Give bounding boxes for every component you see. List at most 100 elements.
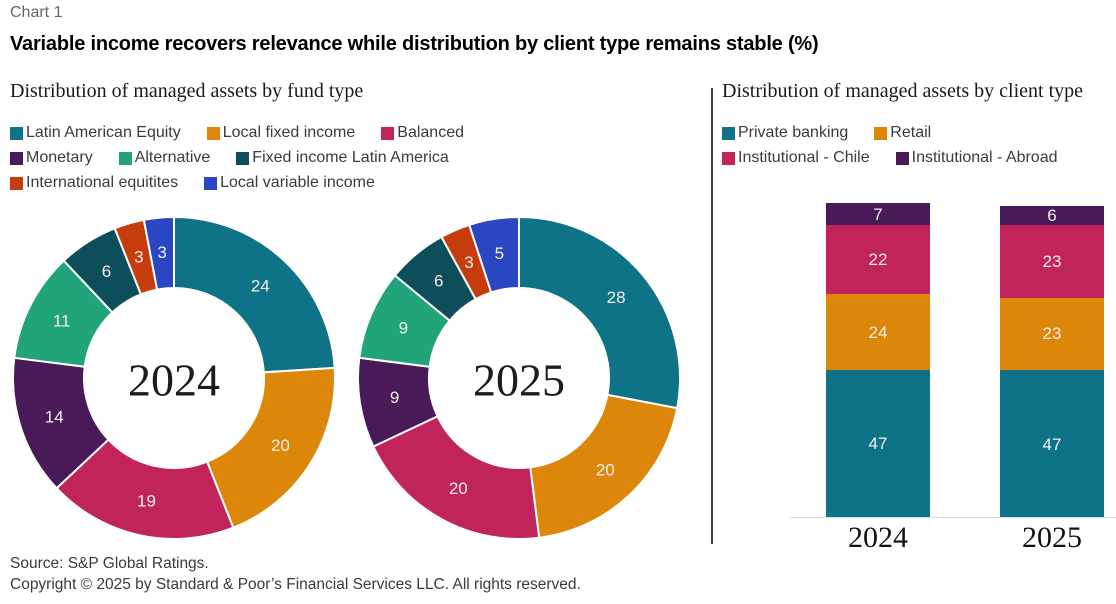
legend-label: Alternative	[134, 149, 211, 166]
bar-segment-institutional-chile: 22	[826, 225, 930, 295]
copyright-note: Copyright © 2025 by Standard & Poor’s Fi…	[10, 576, 581, 593]
legend-label: Private banking	[738, 124, 849, 141]
legend-item-institutional-chile: Institutional - Chile	[722, 149, 870, 167]
stacked-bar-2024: 7 22 24 47	[826, 203, 930, 518]
donut-slice-local-variable-income	[142, 215, 175, 291]
slice-value-label: 6	[102, 262, 111, 281]
legend-label: Local variable income	[220, 174, 375, 191]
donut-year-label: 2025	[473, 354, 565, 405]
slice-value-label: 19	[137, 492, 156, 511]
legend-item-retail: Retail	[874, 124, 931, 142]
legend-item-balanced: Balanced	[381, 124, 464, 142]
legend-label: Latin American Equity	[26, 124, 181, 141]
legend-item-monetary: Monetary	[10, 149, 93, 167]
legend-item-private-banking: Private banking	[722, 124, 848, 142]
legend-swatch-icon	[10, 151, 23, 165]
donut-year-label: 2024	[128, 354, 220, 405]
bar-segment-value: 23	[1042, 251, 1062, 271]
slice-value-label: 24	[251, 277, 270, 296]
legend-swatch-icon	[206, 126, 220, 140]
bar-segment-value: 23	[1042, 324, 1062, 344]
slice-value-label: 3	[134, 248, 143, 267]
donut-slice-latin-american-equity	[518, 215, 681, 410]
legend-label: Institutional - Abroad	[911, 149, 1058, 166]
slice-value-label: 20	[596, 460, 615, 479]
bar-segment-institutional-abroad: 6	[1000, 206, 1104, 226]
chart-title: Variable income recovers relevance while…	[10, 33, 819, 55]
bar-category-label: 2024	[848, 521, 908, 554]
donut-chart-2025: 28 20 20 9 9 6 3 5 2025	[357, 215, 681, 540]
bar-segment-value: 6	[1047, 206, 1057, 226]
chart-number-label: Chart 1	[10, 4, 63, 21]
bar-segment-institutional-abroad: 7	[826, 203, 930, 226]
panel-divider	[711, 88, 713, 544]
legend-item-alternative: Alternative	[118, 149, 211, 167]
donut-slice-latin-american-equity	[173, 215, 336, 374]
bar-segment-value: 7	[873, 204, 883, 224]
legend-item-local-fixed-income: Local fixed income	[206, 124, 356, 142]
fund-type-subtitle: Distribution of managed assets by fund t…	[10, 80, 364, 102]
slice-value-label: 28	[607, 288, 626, 307]
legend-label: Monetary	[26, 149, 93, 166]
x-axis-line	[790, 517, 1116, 518]
slice-value-label: 20	[449, 479, 468, 498]
legend-swatch-icon	[722, 126, 735, 140]
slice-value-label: 9	[399, 319, 408, 338]
bar-segment-value: 47	[868, 434, 888, 454]
legend-swatch-icon	[118, 151, 132, 165]
bar-segment-value: 22	[868, 250, 888, 270]
legend-row: International equitites Local variable in…	[10, 174, 464, 192]
stacked-bar-2025: 6 23 23 47	[1000, 206, 1104, 518]
slice-value-label: 14	[45, 407, 64, 426]
donut-chart-2024: 24 20 19 14 11 6 3 3 2024	[12, 215, 336, 540]
donut-slice-balanced	[55, 438, 235, 540]
legend-label: Balanced	[397, 124, 464, 141]
slice-value-label: 20	[271, 436, 290, 455]
bar-segment-private-banking: 47	[1000, 370, 1104, 518]
legend-label: International equitites	[26, 174, 179, 191]
bar-category-label: 2025	[1022, 521, 1082, 554]
legend-swatch-icon	[10, 126, 23, 140]
legend-swatch-icon	[722, 151, 735, 165]
source-note: Source: S&P Global Ratings.	[10, 555, 209, 572]
legend-swatch-icon	[381, 126, 395, 140]
legend-swatch-icon	[236, 151, 250, 165]
legend-label: Local fixed income	[222, 124, 356, 141]
client-type-subtitle: Distribution of managed assets by client…	[722, 80, 1084, 102]
legend-label: Retail	[890, 124, 932, 141]
legend-item-local-variable-income: Local variable income	[204, 174, 375, 192]
legend-row: Institutional - Chile Institutional - Abr…	[722, 149, 1058, 167]
bar-segment-retail: 24	[826, 294, 930, 370]
bar-segment-value: 24	[868, 322, 888, 342]
slice-value-label: 6	[434, 271, 443, 290]
legend-swatch-icon	[874, 126, 888, 140]
legend-item-institutional-abroad: Institutional - Abroad	[895, 149, 1058, 167]
slice-value-label: 11	[53, 311, 71, 330]
legend-row: Monetary Alternative Fixed income Latin Am…	[10, 149, 464, 167]
legend-row: Private banking Retail	[722, 124, 1058, 142]
legend-label: Institutional - Chile	[738, 149, 870, 166]
bar-segment-private-banking: 47	[826, 369, 930, 518]
legend-swatch-icon	[10, 176, 23, 190]
donut-slice-local-variable-income	[467, 215, 520, 294]
bar-segment-institutional-chile: 23	[1000, 225, 1104, 298]
donut-slice-balanced	[371, 414, 541, 540]
fund-type-legend: Latin American Equity Local fixed income B…	[10, 124, 464, 192]
bar-segment-value: 47	[1042, 434, 1062, 454]
slice-value-label: 3	[157, 243, 166, 262]
legend-swatch-icon	[204, 176, 218, 190]
legend-item-international-equitites: International equitites	[10, 174, 178, 192]
donut-slice-local-fixed-income	[205, 366, 336, 529]
slice-value-label: 3	[464, 253, 473, 272]
legend-label: Fixed income Latin America	[252, 149, 449, 166]
client-type-legend: Private banking Retail Institutional - Chi…	[722, 124, 1058, 167]
donut-slice-local-fixed-income	[529, 393, 679, 539]
legend-swatch-icon	[895, 151, 909, 165]
legend-item-latin-american-equity: Latin American Equity	[10, 124, 181, 142]
bar-segment-retail: 23	[1000, 297, 1104, 371]
legend-item-fixed-income-latin-america: Fixed income Latin America	[236, 149, 449, 167]
slice-value-label: 5	[495, 244, 504, 263]
slice-value-label: 9	[390, 388, 399, 407]
legend-row: Latin American Equity Local fixed income B…	[10, 124, 464, 142]
